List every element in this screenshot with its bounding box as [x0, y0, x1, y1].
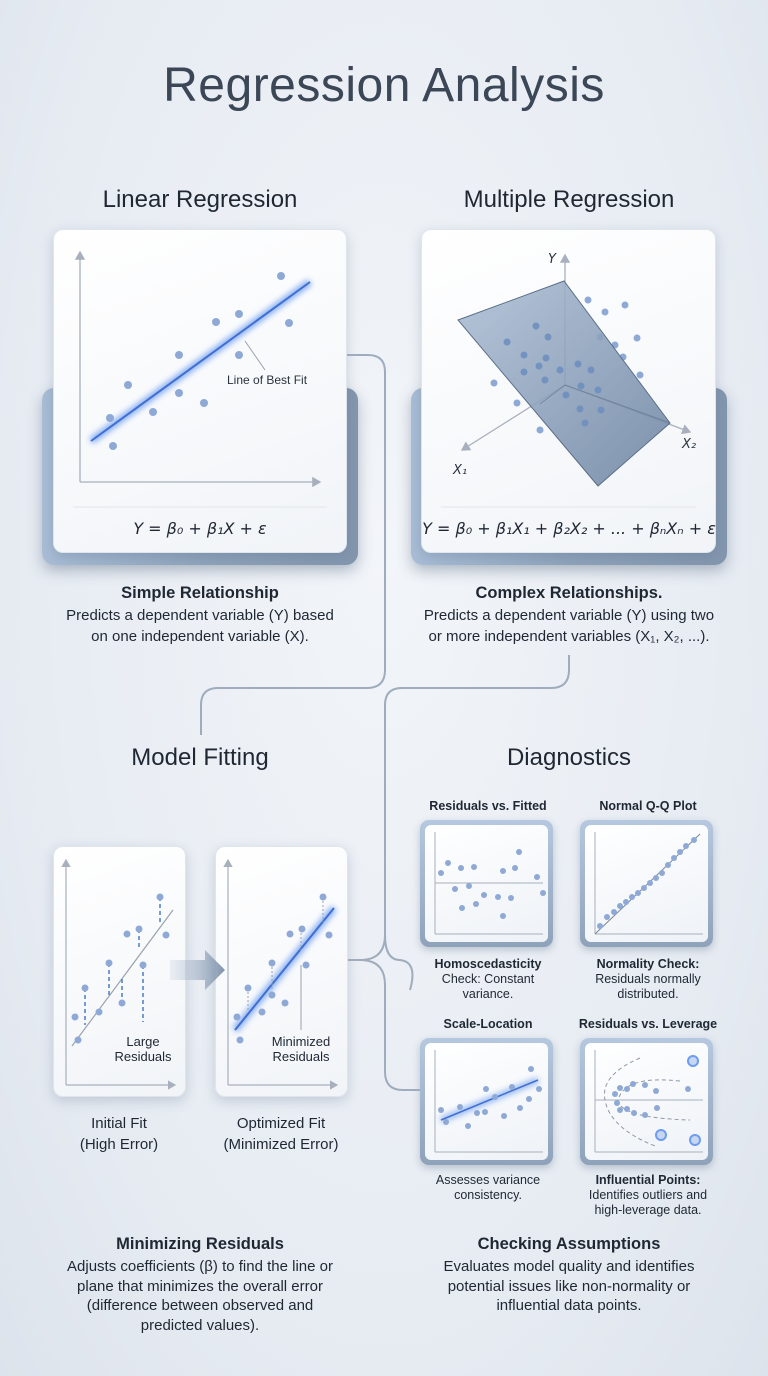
linear-formula: Y = β₀ + β₁X + ε	[133, 519, 267, 538]
qq-plot	[580, 820, 713, 947]
diagnostics-description: Evaluates model quality and identifies po…	[443, 1258, 695, 1314]
leverage-caption: Influential Points: Identifies outliers a…	[588, 1173, 708, 1217]
large-residuals-label: Large Residuals	[114, 1034, 172, 1064]
qq-caption: Normality Check: Residuals normally distri…	[595, 957, 701, 1001]
minimized-residuals-label: Minimized Residuals	[271, 1034, 331, 1064]
multiple-formula: Y = β₀ + β₁X₁ + β₂X₂ + ... + βₙXₙ + ε	[422, 519, 716, 538]
plot-title-leverage: Residuals vs. Leverage	[578, 1017, 718, 1031]
residuals-fitted-caption: Homoscedasticity Check: Constant variance.	[434, 957, 542, 1001]
fitting-subtitle: Minimizing Residuals	[116, 1235, 284, 1253]
linear-regression-heading: Linear Regression	[102, 186, 298, 213]
fitting-description: Adjusts coefficients (β) to find the lin…	[67, 1258, 333, 1334]
plot-title-qq: Normal Q-Q Plot	[599, 799, 697, 813]
scale-location-caption: Assesses variance consistency.	[435, 1173, 541, 1202]
page-title: Regression Analysis	[163, 59, 605, 112]
leverage-plot	[580, 1038, 713, 1165]
multiple-regression-card	[421, 229, 716, 553]
scale-location-plot	[420, 1038, 553, 1165]
linear-subtitle: Simple Relationship	[121, 584, 279, 602]
multiple-description: Predicts a dependent variable (Y) using …	[423, 607, 715, 645]
diagnostics-subtitle: Checking Assumptions	[477, 1235, 661, 1253]
multiple-regression-heading: Multiple Regression	[463, 186, 675, 213]
plot-title-residuals-fitted: Residuals vs. Fitted	[429, 799, 547, 813]
residuals-fitted-plot	[420, 820, 553, 947]
multiple-subtitle: Complex Relationships.	[475, 584, 663, 602]
initial-fit-caption: Initial Fit (High Error)	[79, 1115, 159, 1153]
diagnostics-heading: Diagnostics	[506, 744, 632, 771]
model-fitting-heading: Model Fitting	[131, 744, 269, 771]
linear-regression-card	[53, 229, 347, 553]
optimized-fit-caption: Optimized Fit (Minimized Error)	[223, 1115, 339, 1153]
plot-title-scale-location: Scale-Location	[443, 1017, 533, 1031]
linear-description: Predicts a dependent variable (Y) based o…	[66, 607, 334, 645]
